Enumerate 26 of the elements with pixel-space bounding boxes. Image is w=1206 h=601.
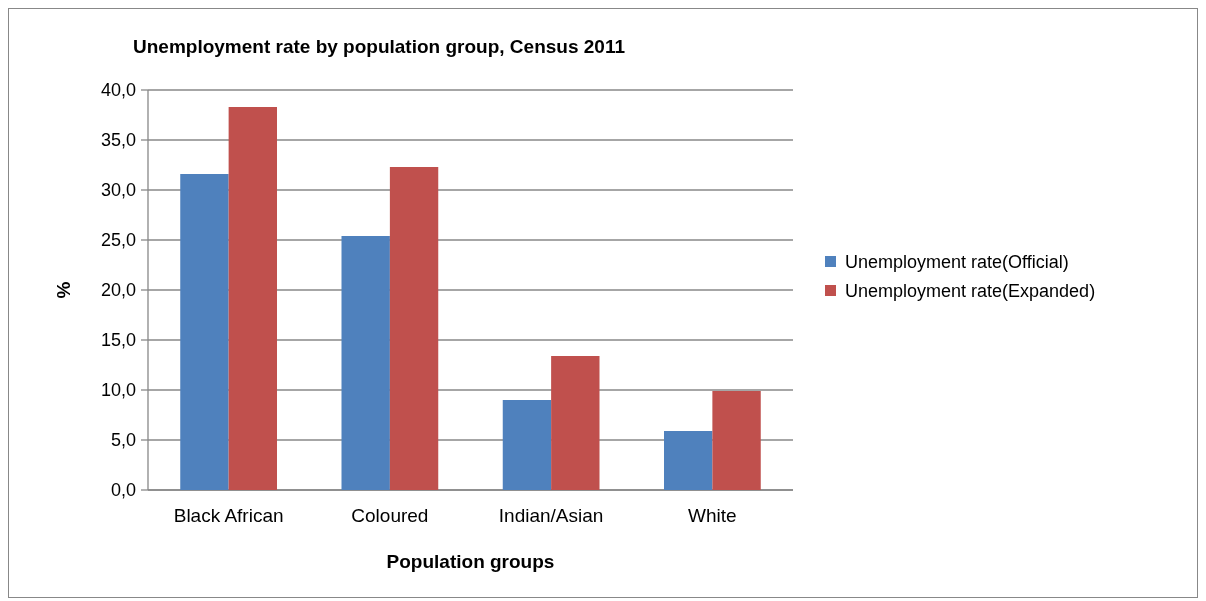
legend-label: Unemployment rate(Expanded) bbox=[845, 281, 1096, 302]
bar bbox=[551, 356, 600, 490]
bar bbox=[228, 107, 277, 490]
x-tick-label: Indian/Asian bbox=[498, 505, 604, 526]
legend-label: Unemployment rate(Official) bbox=[845, 252, 1069, 273]
y-tick-label: 5,0 bbox=[110, 430, 136, 451]
bar bbox=[502, 400, 552, 490]
x-tick-label: Coloured bbox=[351, 505, 429, 526]
y-tick-label: 20,0 bbox=[100, 280, 136, 301]
y-tick-label: 0,0 bbox=[110, 480, 136, 501]
y-tick-label: 25,0 bbox=[100, 230, 136, 251]
bar bbox=[389, 167, 439, 490]
x-tick-label: White bbox=[688, 505, 737, 526]
x-tick-label: Black African bbox=[173, 505, 284, 526]
bar bbox=[180, 174, 229, 490]
y-tick-label: 40,0 bbox=[100, 80, 136, 101]
bar bbox=[712, 391, 761, 490]
y-tick-label: 10,0 bbox=[100, 380, 136, 401]
x-axis-title: Population groups bbox=[386, 551, 555, 572]
y-tick-label: 30,0 bbox=[100, 180, 136, 201]
bar bbox=[341, 236, 390, 490]
y-axis-title: % bbox=[53, 281, 74, 299]
y-tick-label: 15,0 bbox=[100, 330, 136, 351]
bar bbox=[664, 431, 713, 490]
chart-title: Unemployment rate by population group, Census 2011 bbox=[133, 36, 626, 57]
y-tick-label: 35,0 bbox=[100, 130, 136, 151]
